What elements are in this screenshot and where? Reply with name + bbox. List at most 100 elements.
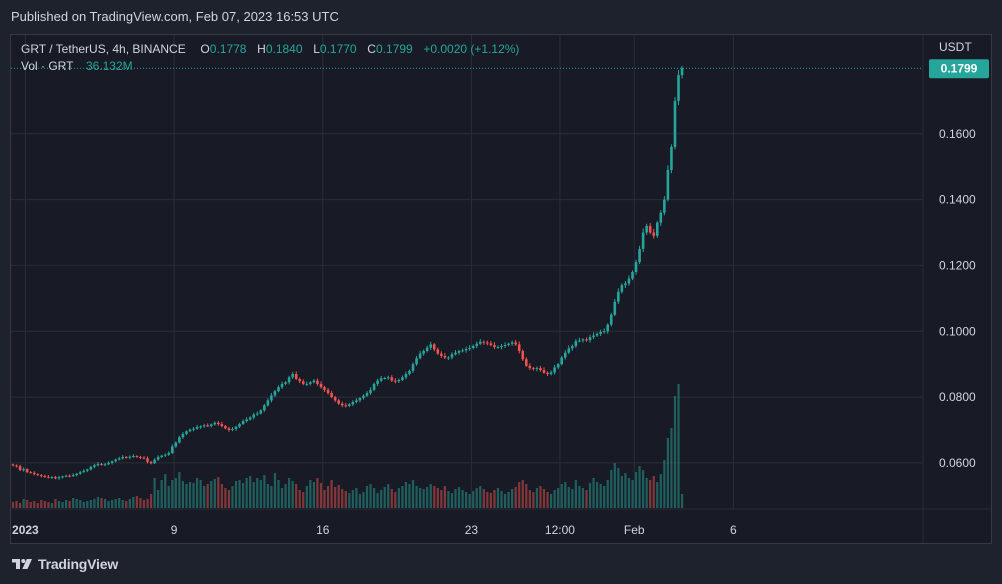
candle-body xyxy=(323,387,326,390)
volume-bar xyxy=(472,491,475,508)
volume-bar xyxy=(422,489,425,508)
volume-bar xyxy=(54,499,57,508)
candle-body xyxy=(386,377,390,379)
volume-bar xyxy=(153,478,156,508)
volume-bar xyxy=(380,490,383,508)
candle-body xyxy=(418,353,422,359)
volume-bar xyxy=(419,488,422,508)
low-value: 0.1770 xyxy=(319,42,357,56)
chart-panel[interactable]: 0.0600 0.0800 0.1000 0.1200 0.1400 0.1600 2023… xyxy=(10,34,992,544)
volume-bar xyxy=(479,486,482,508)
volume-bar xyxy=(606,480,609,508)
candle-body xyxy=(32,472,36,475)
volume-bar xyxy=(111,500,114,508)
volume-bar xyxy=(298,490,301,508)
x-tick-label: 12:00 xyxy=(545,523,575,537)
symbol-title[interactable]: GRT / TetherUS, 4h, BINANCE xyxy=(21,42,186,56)
candle-body xyxy=(429,344,433,348)
candle-body xyxy=(397,379,401,382)
volume-bar xyxy=(365,486,369,508)
volume-bar xyxy=(103,499,107,508)
volume-bar xyxy=(40,500,43,508)
volume-bar xyxy=(164,474,167,508)
volume-bar xyxy=(620,476,623,508)
volume-bar xyxy=(578,486,581,508)
tradingview-logo[interactable]: TradingView xyxy=(11,556,118,572)
volume-bar xyxy=(610,470,613,508)
candle-body xyxy=(238,424,241,427)
candle-body xyxy=(291,374,294,378)
candle-body xyxy=(298,378,302,382)
volume-bar xyxy=(553,490,556,508)
candle-body xyxy=(680,68,684,76)
candle-body xyxy=(645,225,648,233)
volume-bar xyxy=(613,463,616,508)
high-label: H xyxy=(257,42,266,56)
candle-body xyxy=(464,349,468,351)
price-chart[interactable]: 0.0600 0.0800 0.1000 0.1200 0.1400 0.1600 2023… xyxy=(11,35,991,543)
candle-body xyxy=(655,222,659,236)
volume-bar xyxy=(178,472,181,508)
volume-bar xyxy=(426,487,429,508)
volume-bar xyxy=(43,501,46,508)
candle-body xyxy=(206,425,209,427)
candle-body xyxy=(599,331,602,334)
candle-body xyxy=(571,346,574,349)
x-tick-label: 6 xyxy=(730,523,737,537)
volume-bar xyxy=(631,480,634,508)
candle-body xyxy=(227,428,231,430)
volume-bar xyxy=(277,480,280,508)
candle-body xyxy=(124,456,128,458)
candle-body xyxy=(461,350,464,352)
volume-bar xyxy=(22,499,25,508)
x-tick-label: 2023 xyxy=(12,523,39,537)
volume-bar xyxy=(167,486,170,508)
candle-body xyxy=(54,477,57,479)
volume-bar xyxy=(440,490,443,508)
candle-body xyxy=(432,344,436,350)
volume-bar xyxy=(482,489,485,508)
volume-bar xyxy=(284,484,287,508)
candle-body xyxy=(107,462,110,465)
candle-body xyxy=(348,404,351,406)
volume-bar xyxy=(567,487,570,508)
volume-bar xyxy=(238,480,241,508)
candle-body xyxy=(68,475,71,477)
top-bar: Published on TradingView.com, Feb 07, 20… xyxy=(0,0,1002,34)
open-value: 0.1778 xyxy=(209,42,247,56)
candle-body xyxy=(663,199,666,213)
y-tick-label: 0.1400 xyxy=(939,193,976,207)
volume-bar xyxy=(415,486,418,508)
candle-body xyxy=(195,427,199,429)
currency-label: USDT xyxy=(939,40,972,54)
candle-body xyxy=(514,342,517,345)
volume-bar xyxy=(227,490,231,508)
candle-body xyxy=(142,457,146,459)
volume-bar xyxy=(341,489,344,508)
candle-body xyxy=(100,463,103,465)
candle-body xyxy=(15,465,18,467)
candle-body xyxy=(585,339,588,341)
volume-bar xyxy=(89,500,92,508)
candle-body xyxy=(553,367,556,373)
volume-bar xyxy=(680,494,684,508)
volume-bar xyxy=(273,473,277,508)
volume-bar xyxy=(79,500,82,508)
volume-bar xyxy=(185,484,188,508)
candle-body xyxy=(666,169,670,200)
candle-body xyxy=(82,470,86,473)
candle-body xyxy=(252,414,256,418)
candle-body xyxy=(457,351,461,353)
volume-bar xyxy=(125,501,128,508)
volume-bar xyxy=(383,487,386,508)
candle-body xyxy=(149,461,153,464)
volume-bar xyxy=(496,488,500,508)
volume-label[interactable]: Vol · GRT xyxy=(21,59,74,73)
candle-body xyxy=(475,343,479,347)
volume-bar xyxy=(539,486,542,508)
candle-body xyxy=(369,389,372,394)
candle-body xyxy=(390,377,394,381)
candle-body xyxy=(362,395,365,399)
footer: TradingView xyxy=(0,550,1002,584)
candle-body xyxy=(486,342,489,344)
